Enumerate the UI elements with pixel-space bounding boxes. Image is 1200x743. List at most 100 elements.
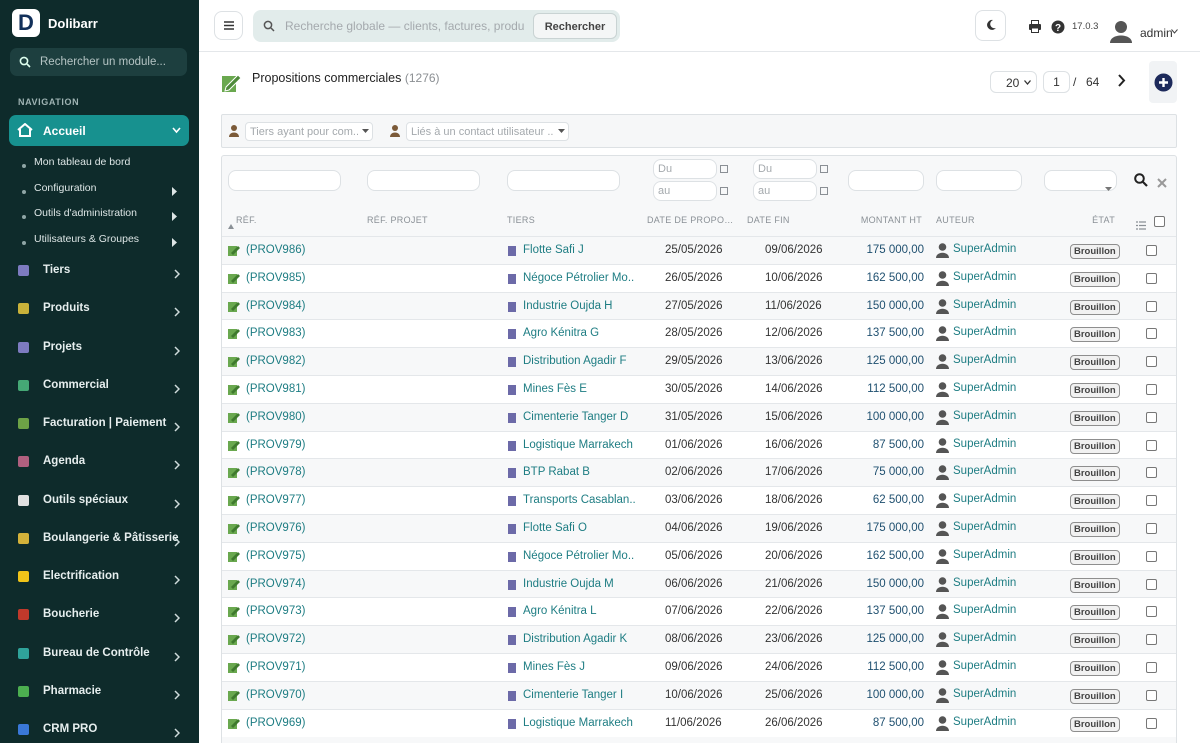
thirdparty-link[interactable]: BTP Rabat B [523,466,590,479]
author-link[interactable]: SuperAdmin [953,437,1017,450]
row-checkbox[interactable] [1146,634,1157,646]
date-filter[interactable]: au [653,181,717,201]
end-date-filter[interactable]: Du [753,159,817,179]
menu-toggle[interactable] [214,11,243,40]
ref-link[interactable]: (PROV971) [246,661,306,673]
help-icon[interactable]: ? [1051,19,1067,34]
column-header[interactable]: TIERS [507,215,536,225]
row-checkbox[interactable] [1146,439,1157,451]
row-checkbox[interactable] [1146,272,1157,284]
submenu-item[interactable]: Utilisateurs & Groupes [34,232,140,245]
menu-item[interactable]: Electrification [43,570,120,582]
row-checkbox[interactable] [1146,411,1157,423]
author-link[interactable]: SuperAdmin [953,493,1017,506]
row-checkbox[interactable] [1146,662,1157,673]
thirdparty-link[interactable]: Cimenterie Tanger D [523,410,629,423]
ref-link[interactable]: (PROV978) [246,466,306,479]
author-link[interactable]: SuperAdmin [953,382,1017,394]
calendar-icon[interactable] [820,187,828,195]
column-header[interactable]: RÉF. PROJET [367,215,428,225]
author-link[interactable]: SuperAdmin [953,465,1017,478]
contact-filter[interactable]: Liés à un contact utilisateur ... [406,122,569,141]
ref-link[interactable]: (PROV983) [246,327,306,340]
thirdparty-link[interactable]: Négoce Pétrolier Mo... [523,549,635,562]
ref-link[interactable]: (PROV984) [246,299,306,312]
thirdparty-link[interactable]: Agro Kénitra L [523,605,597,618]
ref-link[interactable]: (PROV973) [246,605,306,618]
thirdparty-filter[interactable]: Tiers ayant pour com... [245,122,373,141]
menu-item[interactable]: Boulangerie & Pâtisserie [43,531,179,544]
clear-button[interactable] [1157,175,1167,193]
thirdparty-link[interactable]: Industrie Oujda H [523,299,613,312]
row-checkbox[interactable] [1146,689,1157,701]
end-date-filter[interactable]: au [753,181,817,201]
column-header[interactable]: ÉTAT [1092,215,1115,225]
ref-link[interactable]: (PROV976) [246,522,306,534]
author-link[interactable]: SuperAdmin [953,715,1017,728]
column-header[interactable]: MONTANT HT [860,215,922,225]
theme-toggle[interactable] [975,10,1006,41]
author-link[interactable]: SuperAdmin [953,687,1017,700]
row-checkbox[interactable] [1146,328,1157,340]
author-link[interactable]: SuperAdmin [953,409,1017,422]
print-icon[interactable] [1028,20,1042,33]
global-search-placeholder[interactable]: Recherche globale — clients, factures, p… [285,19,525,33]
column-header[interactable]: AUTEUR [936,215,975,225]
thirdparty-link[interactable]: Logistique Marrakech C [523,438,635,451]
menu-item[interactable]: Pharmacie [43,684,102,697]
next-page[interactable] [1117,74,1126,87]
thirdparty-link[interactable]: Mines Fès E [523,383,587,395]
thirdparty-link[interactable]: Transports Casablan... [523,494,635,507]
row-checkbox[interactable] [1146,606,1157,618]
author-link[interactable]: SuperAdmin [953,632,1017,645]
calendar-icon[interactable] [720,187,728,195]
current-page[interactable]: 1 [1043,71,1070,93]
project-filter[interactable] [367,170,480,191]
menu-item[interactable]: Projets [43,340,82,353]
ref-link[interactable]: (PROV974) [246,577,306,590]
author-link[interactable]: SuperAdmin [953,604,1017,617]
author-link[interactable]: SuperAdmin [953,243,1017,255]
row-checkbox[interactable] [1146,384,1157,395]
ref-link[interactable]: (PROV986) [246,244,306,256]
module-search[interactable]: Rechercher un module... [10,48,187,76]
thirdparty-link[interactable]: Distribution Agadir K [523,633,628,646]
ref-link[interactable]: (PROV972) [246,633,306,646]
menu-item[interactable]: Facturation | Paiement [43,417,167,429]
status-filter[interactable] [1044,170,1117,191]
menu-item[interactable]: CRM PRO [43,723,98,735]
row-checkbox[interactable] [1146,717,1157,729]
submenu-item[interactable]: Mon tableau de bord [34,156,131,168]
ref-link[interactable]: (PROV982) [246,355,306,368]
row-checkbox[interactable] [1146,300,1157,312]
per-page-select[interactable]: 20 [990,71,1037,93]
thirdparty-link[interactable]: Distribution Agadir F [523,355,627,368]
thirdparty-link[interactable]: Flotte Safi J [523,244,584,256]
thirdparty-text-filter[interactable] [507,170,620,191]
select-all[interactable] [1154,216,1165,227]
row-checkbox[interactable] [1146,356,1157,368]
author-link[interactable]: SuperAdmin [953,270,1017,283]
author-link[interactable]: SuperAdmin [953,576,1017,589]
author-link[interactable]: SuperAdmin [953,354,1017,367]
column-header[interactable]: DATE DE PROPOSI... [647,215,737,225]
ref-filter[interactable] [228,170,341,191]
menu-item[interactable]: Commercial [43,378,109,391]
thirdparty-link[interactable]: Cimenterie Tanger I [523,688,624,701]
ref-link[interactable]: (PROV977) [246,494,306,507]
ref-link[interactable]: (PROV985) [246,271,306,284]
thirdparty-link[interactable]: Mines Fès J [523,661,585,673]
thirdparty-link[interactable]: Flotte Safi O [523,522,587,534]
row-checkbox[interactable] [1146,578,1157,590]
ref-link[interactable]: (PROV970) [246,688,306,701]
menu-item[interactable]: Tiers [43,264,71,276]
row-checkbox[interactable] [1146,495,1157,507]
column-header[interactable]: DATE FIN [747,215,790,225]
menu-item[interactable]: Bureau de Contrôle [43,646,150,659]
ref-link[interactable]: (PROV979) [246,438,306,451]
thirdparty-link[interactable]: Industrie Oujda M [523,577,614,590]
search-button[interactable] [1134,173,1148,192]
row-checkbox[interactable] [1146,523,1157,534]
submenu-item[interactable]: Configuration [34,181,97,194]
logo[interactable]: D [12,9,40,37]
